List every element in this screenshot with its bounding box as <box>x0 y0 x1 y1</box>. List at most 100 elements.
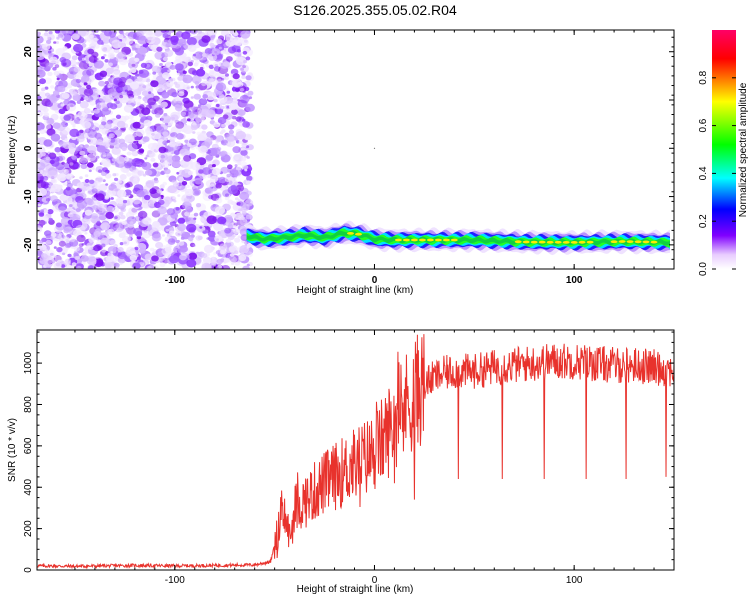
noise-speckle <box>145 128 153 135</box>
noise-speckle <box>63 226 73 235</box>
noise-speckle <box>246 263 250 267</box>
signal-peak <box>347 232 354 235</box>
noise-speckle <box>43 221 47 225</box>
noise-speckle <box>160 114 171 124</box>
noise-speckle <box>187 61 193 67</box>
noise-speckle <box>102 167 108 173</box>
noise-speckle <box>100 237 110 246</box>
noise-speckle <box>66 182 73 188</box>
noise-speckle <box>197 35 203 40</box>
noise-speckle <box>102 100 106 103</box>
noise-speckle <box>78 243 84 248</box>
colorbar-label: Normalized spectral amplitude <box>738 82 749 217</box>
noise-speckle <box>235 56 247 66</box>
noise-speckle <box>244 199 254 207</box>
noise-speckle <box>176 133 184 140</box>
noise-speckle <box>126 78 133 85</box>
noise-speckle <box>150 80 159 88</box>
noise-speckle <box>228 241 234 247</box>
noise-speckle <box>167 69 171 73</box>
noise-speckle <box>45 239 52 245</box>
noise-speckle <box>38 212 45 217</box>
noise-speckle <box>141 162 148 168</box>
noise-speckle <box>150 157 156 162</box>
noise-speckle <box>108 108 112 111</box>
noise-speckle <box>66 103 77 112</box>
noise-speckle <box>232 82 238 87</box>
noise-speckle <box>86 153 97 162</box>
noise-speckle <box>144 100 148 104</box>
noise-speckle <box>144 194 151 201</box>
noise-speckle <box>101 158 111 167</box>
noise-speckle <box>168 141 176 148</box>
noise-speckle <box>119 174 127 180</box>
noise-speckle <box>40 209 44 213</box>
noise-speckle <box>37 173 44 182</box>
noise-speckle <box>188 111 199 120</box>
noise-speckle <box>126 181 134 188</box>
noise-speckle <box>239 228 249 236</box>
noise-speckle <box>185 30 192 35</box>
x-tick-label: 0 <box>372 575 378 586</box>
noise-speckle <box>201 35 211 43</box>
noise-speckle <box>126 216 137 225</box>
y-tick-label: 10 <box>23 94 34 106</box>
y-tick-label: 1000 <box>23 352 34 375</box>
noise-speckle <box>137 210 148 219</box>
noise-speckle <box>149 59 153 64</box>
noise-speckle <box>225 35 234 42</box>
noise-speckle <box>135 44 141 49</box>
noise-speckle <box>177 76 184 81</box>
noise-speckle <box>238 208 243 212</box>
noise-speckle <box>101 56 105 60</box>
noise-speckle <box>101 44 111 53</box>
noise-speckle <box>117 180 122 184</box>
noise-speckle <box>37 99 42 104</box>
noise-speckle <box>183 84 191 91</box>
noise-speckle <box>95 166 104 173</box>
noise-speckle <box>200 63 205 67</box>
noise-speckle <box>131 158 142 167</box>
noise-speckle <box>54 255 63 263</box>
noise-speckle <box>204 48 213 55</box>
noise-speckle <box>129 254 138 262</box>
noise-speckle <box>83 134 90 139</box>
noise-speckle <box>52 90 60 96</box>
noise-speckle <box>170 35 179 43</box>
noise-speckle <box>122 226 133 235</box>
noise-speckle <box>107 228 115 235</box>
noise-speckle <box>93 194 99 198</box>
noise-speckle <box>150 247 155 252</box>
noise-speckle <box>94 181 101 187</box>
noise-speckle <box>167 185 177 194</box>
noise-speckle <box>239 87 245 92</box>
noise-speckle <box>104 30 112 37</box>
noise-speckle <box>81 160 87 165</box>
noise-speckle <box>201 53 207 58</box>
noise-speckle <box>171 77 176 82</box>
signal-peak <box>578 240 586 244</box>
noise-speckle <box>95 193 105 201</box>
noise-speckle <box>202 167 212 175</box>
noise-speckle <box>245 180 251 185</box>
noise-speckle <box>61 120 66 125</box>
noise-speckle <box>133 227 143 236</box>
noise-speckle <box>83 60 87 63</box>
noise-speckle <box>145 31 156 41</box>
noise-speckle <box>169 132 176 137</box>
noise-speckle <box>234 164 238 167</box>
signal-peak <box>546 240 554 244</box>
noise-speckle <box>147 82 152 86</box>
noise-speckle <box>143 119 152 127</box>
noise-speckle <box>176 171 180 175</box>
noise-speckle <box>86 145 97 154</box>
noise-speckle <box>89 179 95 184</box>
noise-speckle <box>241 73 246 76</box>
noise-speckle <box>132 132 138 138</box>
noise-speckle <box>38 239 44 244</box>
noise-speckle <box>157 251 164 257</box>
noise-speckle <box>241 210 247 215</box>
noise-speckle <box>51 156 55 160</box>
noise-speckle <box>193 62 199 67</box>
